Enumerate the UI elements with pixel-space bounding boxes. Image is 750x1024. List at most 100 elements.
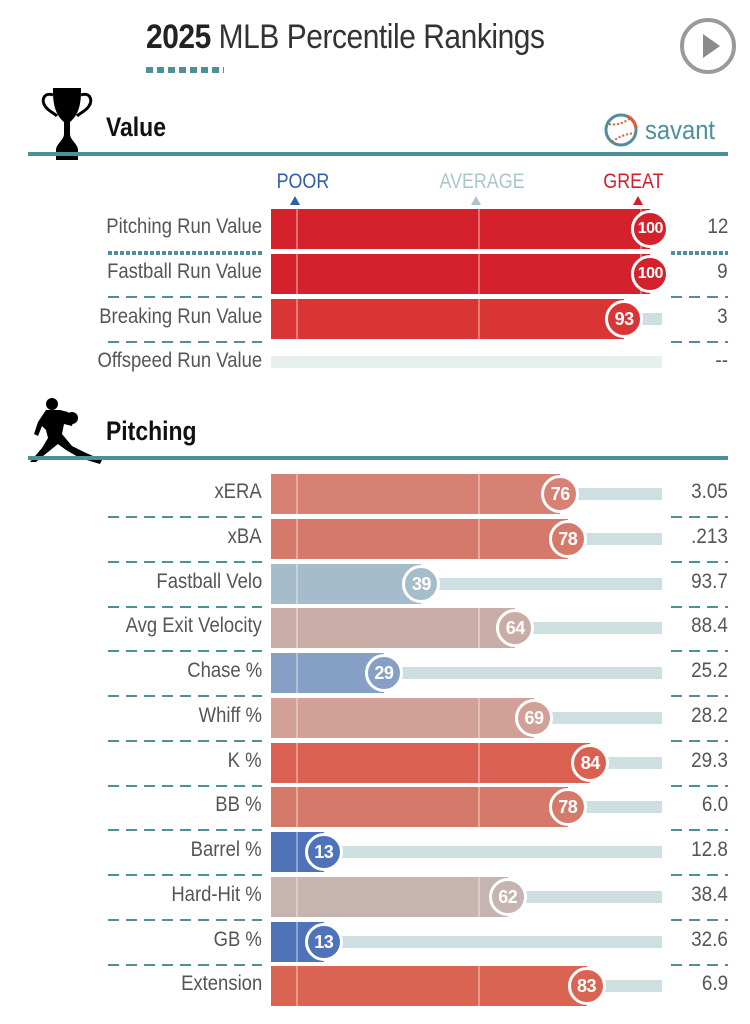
percentile-bar <box>271 877 508 917</box>
percentile-bar <box>271 787 568 827</box>
metric-value: 3.05 <box>691 480 728 503</box>
bar-gridline <box>296 608 299 648</box>
percentile-bar <box>271 474 561 514</box>
percentile-bar <box>271 966 587 1006</box>
metric-value: 25.2 <box>691 659 728 682</box>
bar-gridline <box>296 787 299 827</box>
row-separator <box>108 296 262 298</box>
scale-label-poor: POOR <box>276 170 330 193</box>
row-separator <box>108 785 262 787</box>
percentile-track <box>271 846 662 858</box>
metric-label: GB % <box>213 928 262 951</box>
metric-label: Barrel % <box>191 838 262 861</box>
play-icon <box>703 34 720 58</box>
metric-value: 38.4 <box>691 883 728 906</box>
row-separator <box>108 650 262 652</box>
row-separator <box>671 695 728 697</box>
bar-gridline <box>478 519 481 559</box>
percentile-bar <box>271 608 516 648</box>
bar-gridline <box>478 698 481 738</box>
metric-label: xERA <box>214 480 262 503</box>
percentile-badge: 78 <box>548 788 587 826</box>
metric-value: 29.3 <box>691 749 728 772</box>
metric-row[interactable]: Barrel % 13 12.8 <box>0 832 750 872</box>
title-year: 2025 <box>146 18 211 56</box>
section-title-pitching: Pitching <box>106 416 197 446</box>
row-separator <box>108 516 262 518</box>
row-separator <box>671 606 728 608</box>
title-underline <box>146 67 224 73</box>
percentile-bar <box>271 254 651 294</box>
bar-gridline <box>478 299 481 339</box>
metric-label: Breaking Run Value <box>98 305 262 328</box>
bar-gridline <box>296 743 299 783</box>
section-divider <box>28 152 728 156</box>
metric-value: 32.6 <box>691 928 728 951</box>
metric-label: Hard-Hit % <box>171 883 262 906</box>
bar-gridline <box>478 787 481 827</box>
metric-label: Fastball Velo <box>156 570 262 593</box>
row-separator <box>671 964 728 966</box>
bar-gridline <box>296 209 299 249</box>
metric-row[interactable]: Hard-Hit % 62 38.4 <box>0 877 750 917</box>
metric-label: Offspeed Run Value <box>97 349 262 372</box>
bar-gridline <box>296 966 299 1006</box>
metric-row[interactable]: K % 84 29.3 <box>0 743 750 783</box>
bar-gridline <box>296 519 299 559</box>
percentile-bar <box>271 743 591 783</box>
metric-row[interactable]: Fastball Run Value 100 9 <box>0 254 750 294</box>
row-separator <box>108 341 262 343</box>
metric-value: 28.2 <box>691 704 728 727</box>
metric-row[interactable]: Offspeed Run Value -- <box>0 343 750 383</box>
percentile-badge: 100 <box>631 210 670 248</box>
metric-row[interactable]: Breaking Run Value 93 3 <box>0 299 750 339</box>
metric-row[interactable]: Extension 83 6.9 <box>0 966 750 1006</box>
metric-row[interactable]: Chase % 29 25.2 <box>0 653 750 693</box>
section-title-value: Value <box>106 112 166 142</box>
metric-value: 6.9 <box>701 972 728 995</box>
bar-gridline <box>478 743 481 783</box>
row-separator <box>108 606 262 608</box>
row-separator <box>671 516 728 518</box>
bar-gridline <box>296 877 299 917</box>
percentile-badge: 39 <box>402 565 441 603</box>
metric-label: xBA <box>228 525 262 548</box>
row-separator <box>108 695 262 697</box>
percentile-bar <box>271 698 534 738</box>
percentile-badge: 76 <box>541 475 580 513</box>
metric-value: -- <box>715 349 728 372</box>
savant-logo[interactable]: savant <box>603 112 725 148</box>
metric-row[interactable]: Whiff % 69 28.2 <box>0 698 750 738</box>
metric-row[interactable]: Avg Exit Velocity 64 88.4 <box>0 608 750 648</box>
metric-value: 3 <box>717 305 728 328</box>
metric-value: 6.0 <box>701 793 728 816</box>
percentile-bar <box>271 519 568 559</box>
bar-gridline <box>296 922 299 962</box>
bar-gridline <box>478 209 481 249</box>
metric-value: .213 <box>691 525 728 548</box>
percentile-badge: 62 <box>488 878 527 916</box>
row-separator <box>108 251 262 255</box>
baseball-icon <box>604 113 638 147</box>
play-button[interactable] <box>680 18 736 74</box>
percentile-badge: 69 <box>514 699 553 737</box>
metric-row[interactable]: BB % 78 6.0 <box>0 787 750 827</box>
metric-row[interactable]: xBA 78 .213 <box>0 519 750 559</box>
average-marker-icon <box>471 196 481 205</box>
scale-label-great: GREAT <box>603 170 664 193</box>
metric-row[interactable]: xERA 76 3.05 <box>0 474 750 514</box>
metric-row[interactable]: GB % 13 32.6 <box>0 922 750 962</box>
bar-gridline <box>478 877 481 917</box>
bar-gridline <box>296 698 299 738</box>
row-separator <box>671 650 728 652</box>
row-separator <box>108 829 262 831</box>
metric-row[interactable]: Fastball Velo 39 93.7 <box>0 564 750 604</box>
savant-brand-text: savant <box>645 114 716 145</box>
metric-label: Extension <box>180 972 262 995</box>
page-title: 2025 MLB Percentile Rankings <box>146 18 545 57</box>
metric-row[interactable]: Pitching Run Value 100 12 <box>0 209 750 249</box>
percentile-track <box>271 936 662 948</box>
percentile-bar <box>271 299 625 339</box>
trophy-icon <box>41 88 93 160</box>
row-separator <box>671 296 728 298</box>
